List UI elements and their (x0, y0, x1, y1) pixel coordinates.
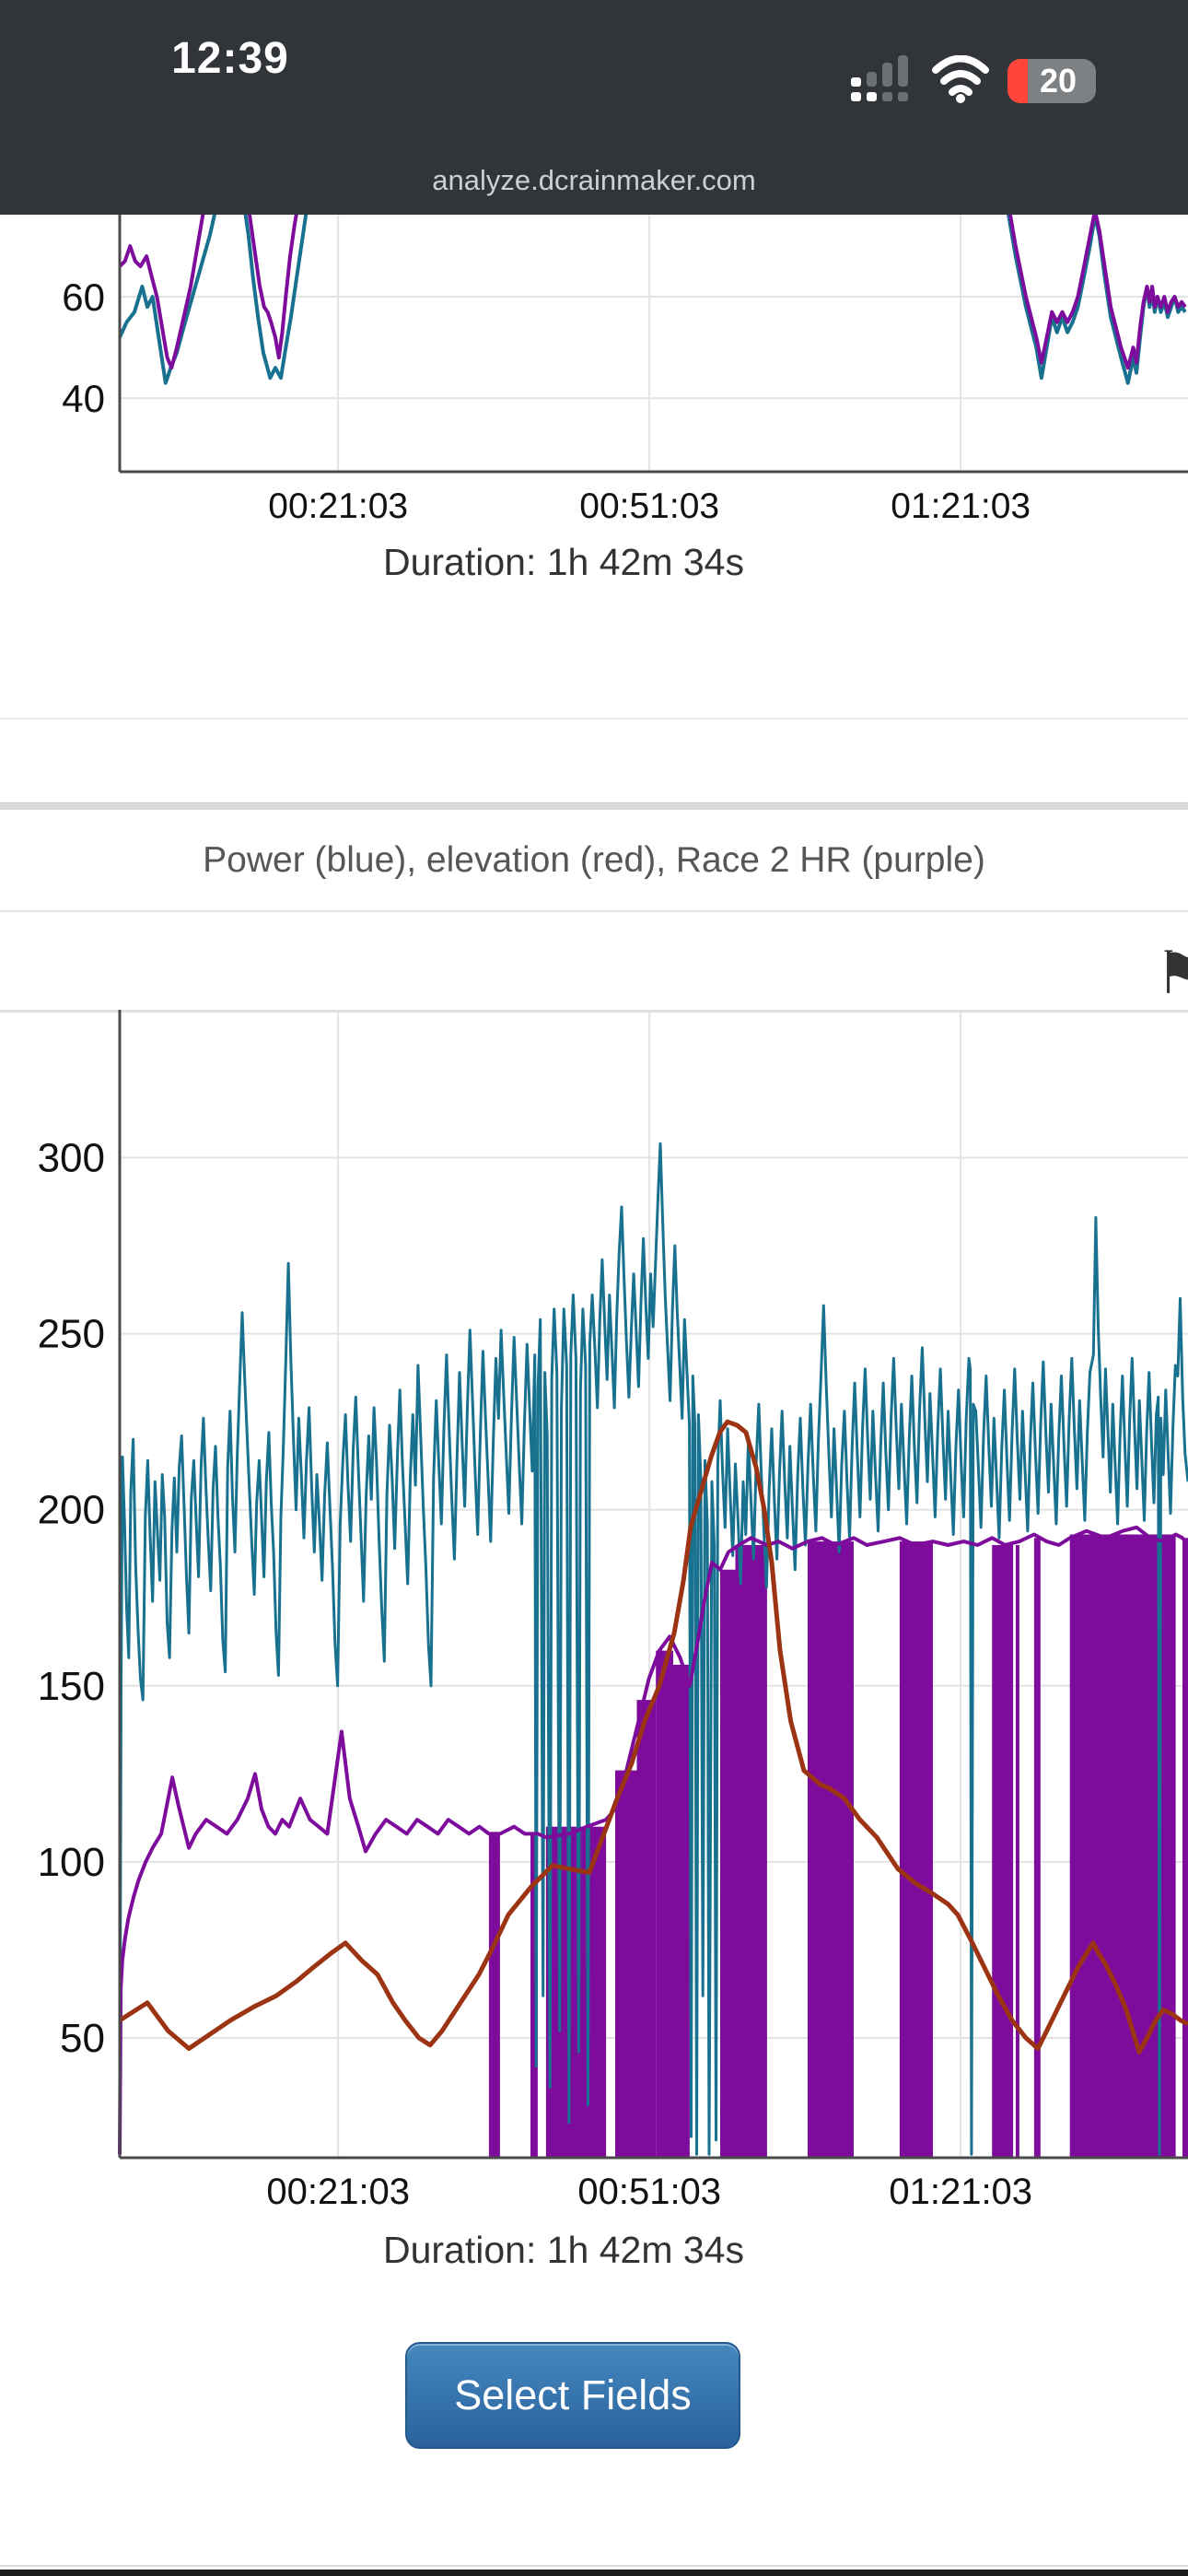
section-divider (0, 718, 1188, 720)
y-axis-label: 40 (62, 377, 105, 420)
hr-dropout-bar (735, 1545, 767, 2158)
hr-dropout-bar (720, 1569, 736, 2158)
y-axis-label: 60 (62, 275, 105, 319)
x-axis-tick-label: 00:51:03 (577, 2172, 721, 2212)
hr-dropout-bar (636, 1700, 657, 2158)
status-time: 12:39 (171, 34, 289, 83)
duration-label: Duration: 1h 42m 34s (383, 541, 744, 583)
hr-dropout-bar (656, 1650, 673, 2158)
y-axis-label: 250 (38, 1312, 105, 1357)
hr-dropout-bar (1016, 1545, 1019, 2158)
chart-title: Power (blue), elevation (red), Race 2 HR… (203, 840, 985, 880)
main-chart[interactable]: 50 100 150 200 250 300 00:21:03 00:51:03 01:21:0… (0, 1010, 1188, 2285)
battery-icon: 20 (1007, 59, 1096, 103)
flag-icon: ⚑ (1155, 940, 1188, 1006)
top-chart[interactable]: 40 60 00:21:03 00:51:03 01:21:03 Duration: 1h… (0, 215, 1188, 626)
hr-dropout-bar (545, 1826, 607, 2158)
hr-dropout-bar (808, 1541, 854, 2158)
hr-dropout-bar (1033, 1538, 1041, 2158)
y-axis-label: 100 (38, 1840, 105, 1885)
x-axis-tick-label: 01:21:03 (891, 486, 1031, 526)
series-elevation-red (118, 1419, 1188, 2055)
browser-header: 12:39 20 analyze.dcrainmaker.com (0, 0, 1188, 215)
title-divider (0, 910, 1188, 912)
y-axis-label: 300 (38, 1136, 105, 1181)
y-axis-label: 50 (60, 2016, 105, 2061)
x-axis-tick-label: 01:21:03 (889, 2172, 1032, 2212)
address-bar[interactable]: analyze.dcrainmaker.com (432, 164, 756, 196)
cellular-signal-icon (851, 55, 908, 101)
status-icons: 20 (851, 52, 1096, 103)
series-power-teal (118, 1142, 1188, 2156)
hr-dropout-bar (672, 1664, 690, 2158)
select-fields-button[interactable]: Select Fields (405, 2342, 740, 2449)
duration-label: Duration: 1h 42m 34s (383, 2229, 744, 2271)
series-race2-hr-purple (118, 1525, 1188, 2155)
bottom-toolbar-edge (0, 2570, 1188, 2576)
x-axis-tick-label: 00:51:03 (579, 486, 719, 526)
hr-dropout-bar (615, 1770, 637, 2158)
battery-percent: 20 (1039, 62, 1077, 100)
hr-dropout-bar (1182, 1538, 1188, 2158)
section-divider-thick (0, 802, 1188, 810)
hr-dropout-bar (899, 1541, 933, 2158)
battery-level-red (1007, 59, 1028, 103)
y-axis-label: 200 (38, 1488, 105, 1533)
wifi-icon (932, 55, 989, 103)
bottom-divider (0, 2565, 1188, 2567)
series-race1-hr-purple (118, 215, 1187, 370)
hr-dropout-bar (488, 1833, 500, 2158)
y-axis-label: 150 (38, 1664, 105, 1709)
x-axis-tick-label: 00:21:03 (268, 486, 408, 526)
hr-dropout-bar (530, 1833, 538, 2158)
hr-dropout-bar (992, 1545, 1014, 2158)
x-axis-tick-label: 00:21:03 (266, 2172, 410, 2212)
